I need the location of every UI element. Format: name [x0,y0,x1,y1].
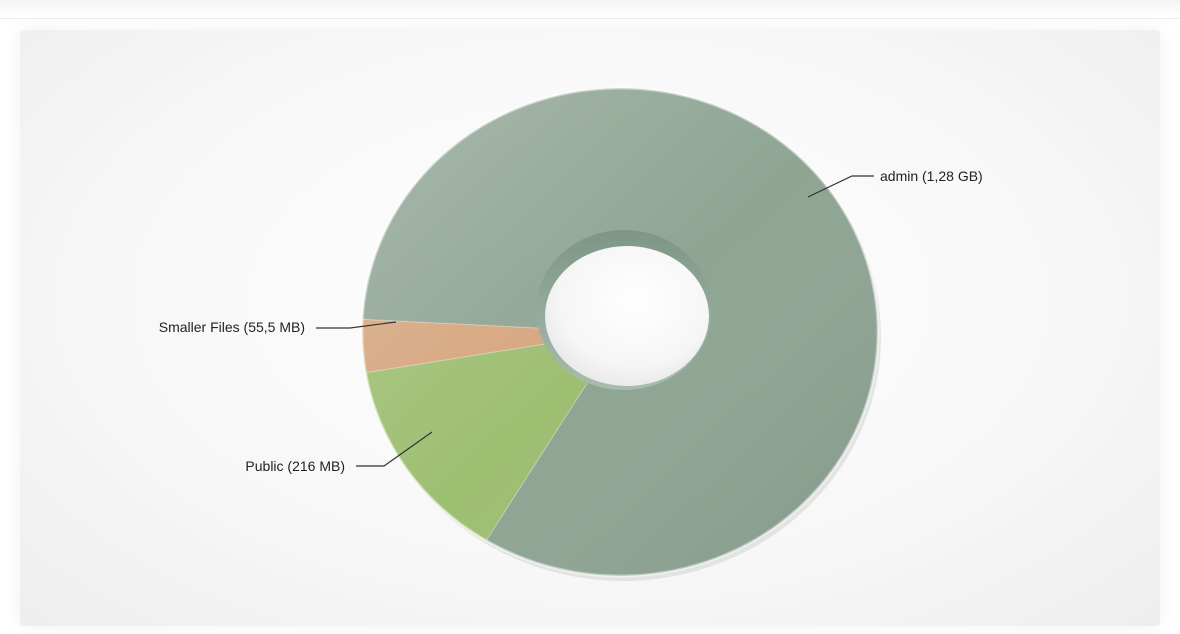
donut-labels: Smaller Files (55,5 MB) Public (216 MB) ad… [159,168,983,474]
leader-line-public [356,431,433,467]
slice-label-smaller: Smaller Files (55,5 MB) [159,319,305,335]
top-strip [0,0,1180,19]
leader-line-smaller [316,321,397,329]
slice-label-public: Public (216 MB) [245,458,345,474]
slice-label-admin: admin (1,28 GB) [880,168,983,184]
donut-hole [545,246,709,386]
leader-line-admin [807,175,874,198]
